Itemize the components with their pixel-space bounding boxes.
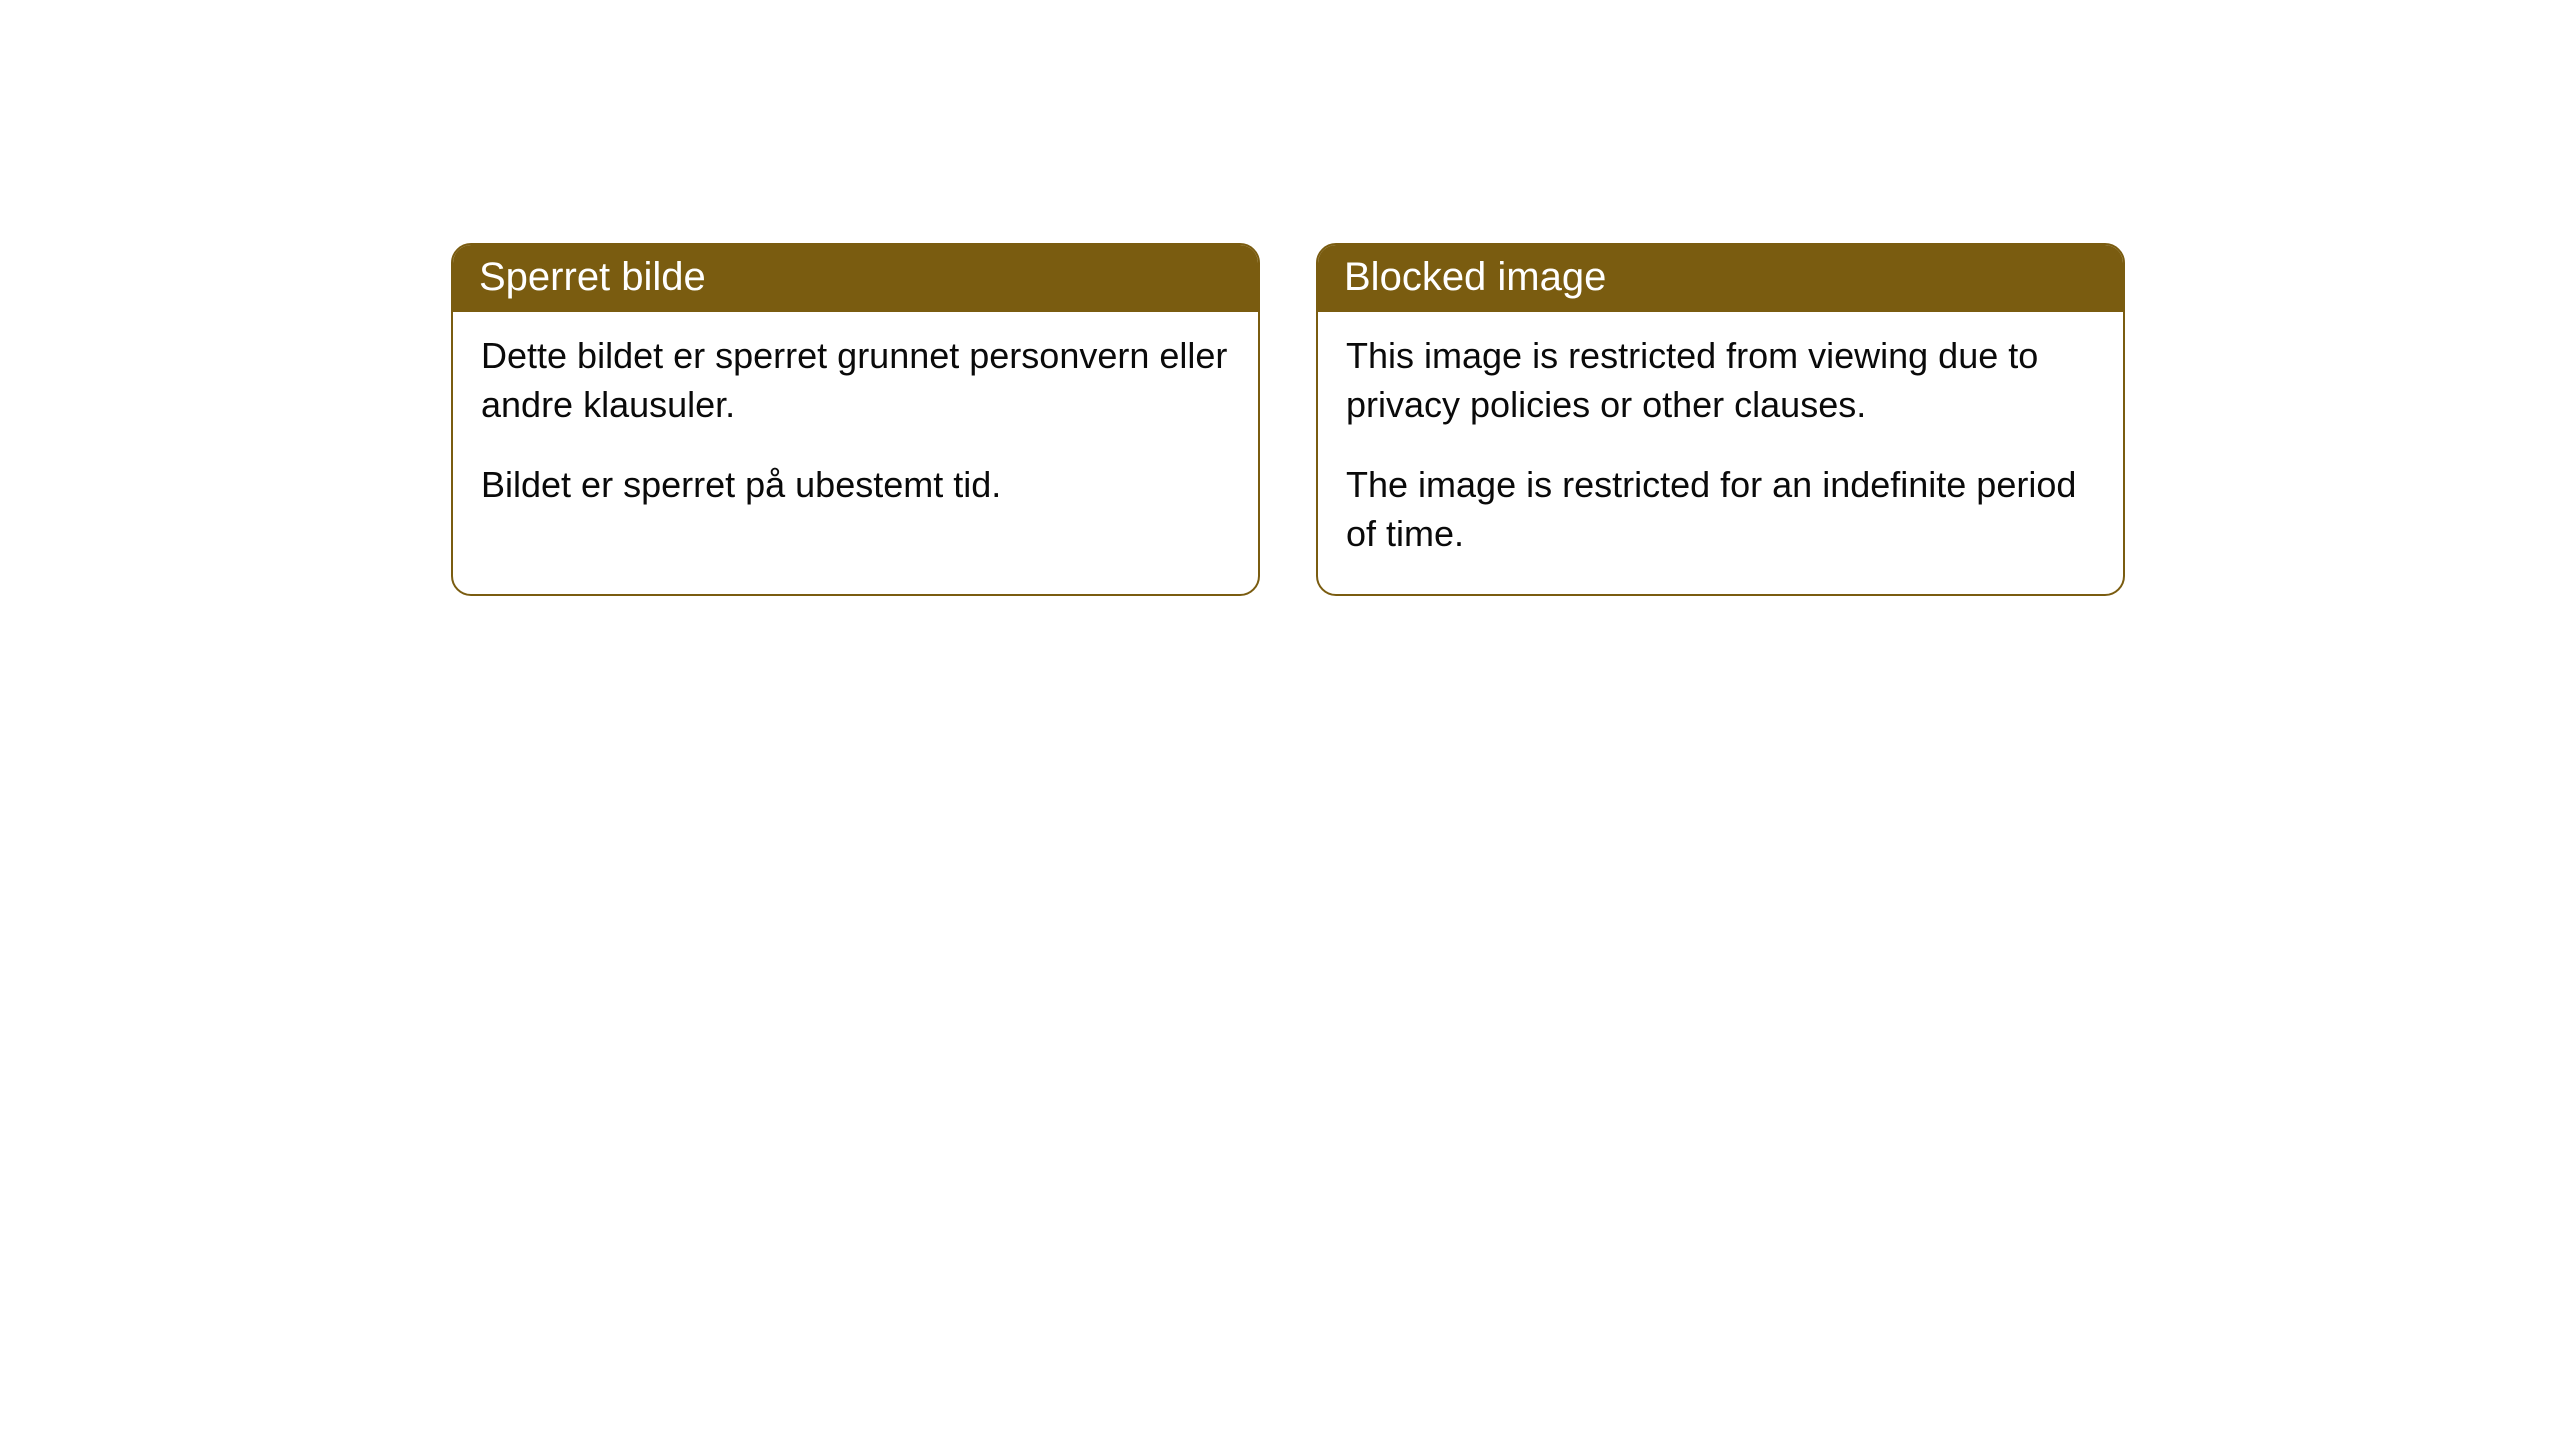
notice-cards-container: Sperret bilde Dette bildet er sperret gr…	[451, 243, 2125, 596]
blocked-image-card-norwegian: Sperret bilde Dette bildet er sperret gr…	[451, 243, 1260, 596]
card-paragraph: This image is restricted from viewing du…	[1346, 332, 2095, 429]
card-paragraph: Dette bildet er sperret grunnet personve…	[481, 332, 1230, 429]
card-title: Blocked image	[1318, 245, 2123, 312]
card-body: Dette bildet er sperret grunnet personve…	[453, 312, 1258, 546]
blocked-image-card-english: Blocked image This image is restricted f…	[1316, 243, 2125, 596]
card-title: Sperret bilde	[453, 245, 1258, 312]
card-paragraph: Bildet er sperret på ubestemt tid.	[481, 461, 1230, 510]
card-body: This image is restricted from viewing du…	[1318, 312, 2123, 594]
card-paragraph: The image is restricted for an indefinit…	[1346, 461, 2095, 558]
